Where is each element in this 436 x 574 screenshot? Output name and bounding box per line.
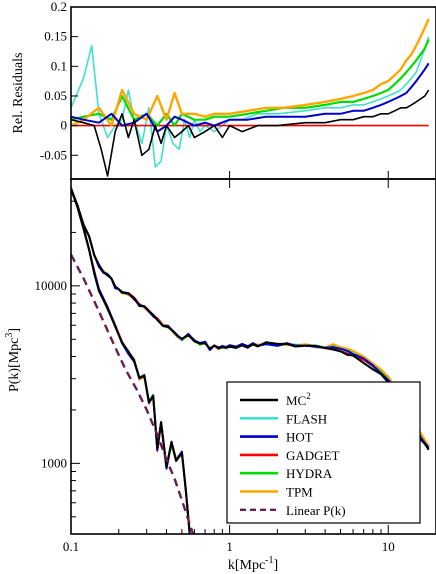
pk-xtick-label: 0.1 [63,539,79,554]
legend-label: HOT [286,430,313,445]
pk-lower-line [71,189,191,534]
residuals-ylabel: Rel. Residuals [11,53,26,134]
pk-upper-line [71,189,430,451]
power-spectrum-ylabel: P(k)[Mpc3] [4,328,22,392]
residual-line-4 [71,62,430,133]
pk-lower-line [71,188,191,533]
pk-xtick-label: 10 [382,539,395,554]
residuals-ytick-label: 0.2 [51,0,67,14]
residuals-ticks: -0.05 0 0.05 0.1 0.15 0.2 [40,0,389,179]
pk-lower-line [71,187,191,534]
residual-line-2 [71,39,430,127]
legend-label: MC2 [286,391,311,408]
legend: MC2 FLASH HOT GADGET HYDRA TPM Linear P(k) [226,381,421,524]
residuals-ytick-label: 0.15 [44,29,67,44]
residual-line-5 [71,89,430,177]
legend-label: FLASH [286,411,327,426]
power-spectrum-xlabel: k[Mpc-1] [228,555,278,573]
pk-ytick-label: 10000 [35,278,68,293]
pk-ytick-label: 1000 [41,455,67,470]
pk-xtick-label: 1 [226,539,233,554]
residual-line-3 [71,18,430,127]
residuals-ytick-label: 0.05 [44,88,67,103]
linear-pk-line [71,254,195,534]
residuals-ytick-label: 0.1 [51,58,67,73]
power-spectrum-ticks: 0.1 1 10 1000 10000 [35,179,395,554]
residuals-panel: -0.05 0 0.05 0.1 0.15 0.2 Rel. Residuals [11,0,436,180]
residual-line-0 [71,36,430,168]
legend-items: MC2 FLASH HOT GADGET HYDRA TPM Linear P(k) [240,391,346,518]
residuals-ytick-label: -0.05 [40,147,67,162]
pk-lower-line [71,188,191,534]
legend-box [226,381,421,524]
pk-lower-line [71,187,191,534]
residuals-ytick-label: 0 [61,118,68,133]
legend-label: TPM [286,485,313,500]
power-spectrum-series-group [71,187,430,534]
power-spectrum-panel: 0.1 1 10 1000 10000 P(k)[Mpc3] k[Mpc-1] MC2 F… [4,178,436,573]
pk-lower-line [71,188,191,534]
legend-label: HYDRA [286,466,333,481]
legend-label: GADGET [286,448,339,463]
residuals-series-group [71,18,430,177]
legend-label: Linear P(k) [286,503,346,518]
